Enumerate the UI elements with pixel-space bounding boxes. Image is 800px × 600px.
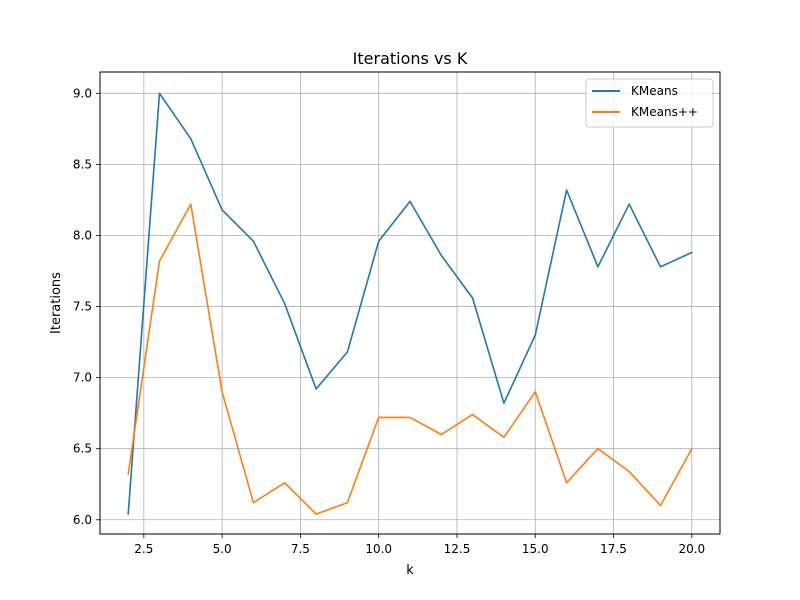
grid-lines [100,72,720,534]
series-line-kmeans-plus-plus [127,203,693,515]
legend-label-kmeans-plus-plus: KMeans++ [631,105,698,119]
y-tick-label: 6.5 [73,442,92,456]
x-tick-label: 17.5 [600,542,627,556]
y-axis-label: Iterations [49,272,64,334]
x-tick-label: 12.5 [444,542,471,556]
y-tick-label: 7.5 [73,300,92,314]
x-tick-label: 20.0 [678,542,705,556]
x-tick-label: 15.0 [522,542,549,556]
y-tick-label: 8.5 [73,157,92,171]
x-tick-label: 5.0 [213,542,232,556]
legend-label-kmeans: KMeans [631,84,678,98]
y-tick-label: 9.0 [73,86,92,100]
y-tick-label: 7.0 [73,371,92,385]
chart-title: Iterations vs K [353,49,468,68]
legend: KMeans KMeans++ [585,78,714,128]
plot-area-frame [99,71,721,535]
y-axis-ticks: 6.0 6.5 7.0 7.5 8.0 8.5 9.0 [73,86,100,527]
x-axis-ticks: 2.5 5.0 7.5 10.0 12.5 15.0 17.5 20.0 [134,534,705,556]
x-tick-label: 2.5 [134,542,153,556]
y-tick-label: 8.0 [73,228,92,242]
x-tick-label: 10.0 [365,542,392,556]
series-line-kmeans [127,92,693,515]
x-axis-label: k [406,563,414,578]
y-tick-label: 6.0 [73,513,92,527]
x-tick-label: 7.5 [291,542,310,556]
series-lines [127,92,693,515]
